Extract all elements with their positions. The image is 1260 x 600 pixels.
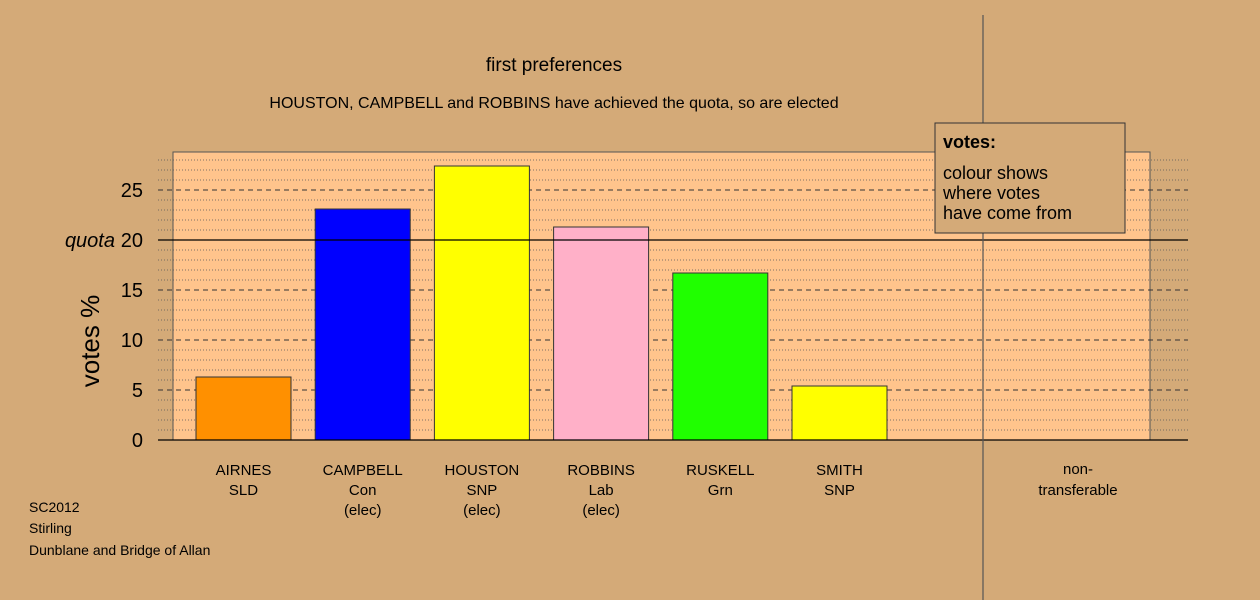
x-tick-label: ROBBINS [567, 462, 635, 479]
x-tick-label: SLD [229, 482, 258, 499]
y-tick-label: 15 [121, 280, 143, 302]
x-tick-label: RUSKELL [686, 462, 754, 479]
legend-box [934, 122, 1126, 234]
x-tick-label: CAMPBELL [323, 462, 403, 479]
bar [553, 226, 650, 441]
y-tick-label: 5 [132, 380, 143, 402]
x-tick-label: Lab [589, 482, 614, 499]
x-tick-label: Grn [708, 482, 733, 499]
legend-line: where votes [942, 183, 1040, 203]
legend-line: have come from [943, 203, 1072, 223]
bar [791, 385, 888, 441]
y-tick-label: 10 [121, 330, 143, 352]
x-tick-label: (elec) [344, 502, 382, 519]
footer-ward: Dunblane and Bridge of Allan [29, 542, 211, 558]
footer-election: SC2012 [29, 499, 80, 515]
x-tick-label: AIRNES [216, 462, 272, 479]
x-tick-label: (elec) [463, 502, 501, 519]
bar [195, 376, 292, 441]
chart-title: first preferences [486, 55, 622, 76]
x-tick-label: HOUSTON [445, 462, 520, 479]
x-tick-label: SMITH [816, 462, 863, 479]
x-tick-label-nontransferable: non- [1063, 461, 1093, 478]
quota-label: quota [65, 230, 115, 252]
x-tick-label: Con [349, 482, 377, 499]
x-tick-label: SNP [824, 482, 855, 499]
x-tick-label: (elec) [582, 502, 620, 519]
x-tick-label-nontransferable: transferable [1038, 482, 1117, 499]
legend-title: votes: [943, 132, 996, 152]
x-tick-label: SNP [466, 482, 497, 499]
y-tick-label: 20 [121, 230, 143, 252]
bar [672, 272, 769, 441]
y-tick-label: 0 [132, 430, 143, 452]
y-tick-label: 25 [121, 180, 143, 202]
legend-line: colour shows [943, 163, 1048, 183]
legend: votes: colour shows where votes have com… [934, 122, 1126, 234]
chart-subtitle: HOUSTON, CAMPBELL and ROBBINS have achie… [269, 95, 838, 112]
y-axis-label: votes % [75, 295, 105, 388]
bar [433, 165, 530, 441]
bar [314, 208, 411, 441]
footer-council: Stirling [29, 520, 72, 536]
